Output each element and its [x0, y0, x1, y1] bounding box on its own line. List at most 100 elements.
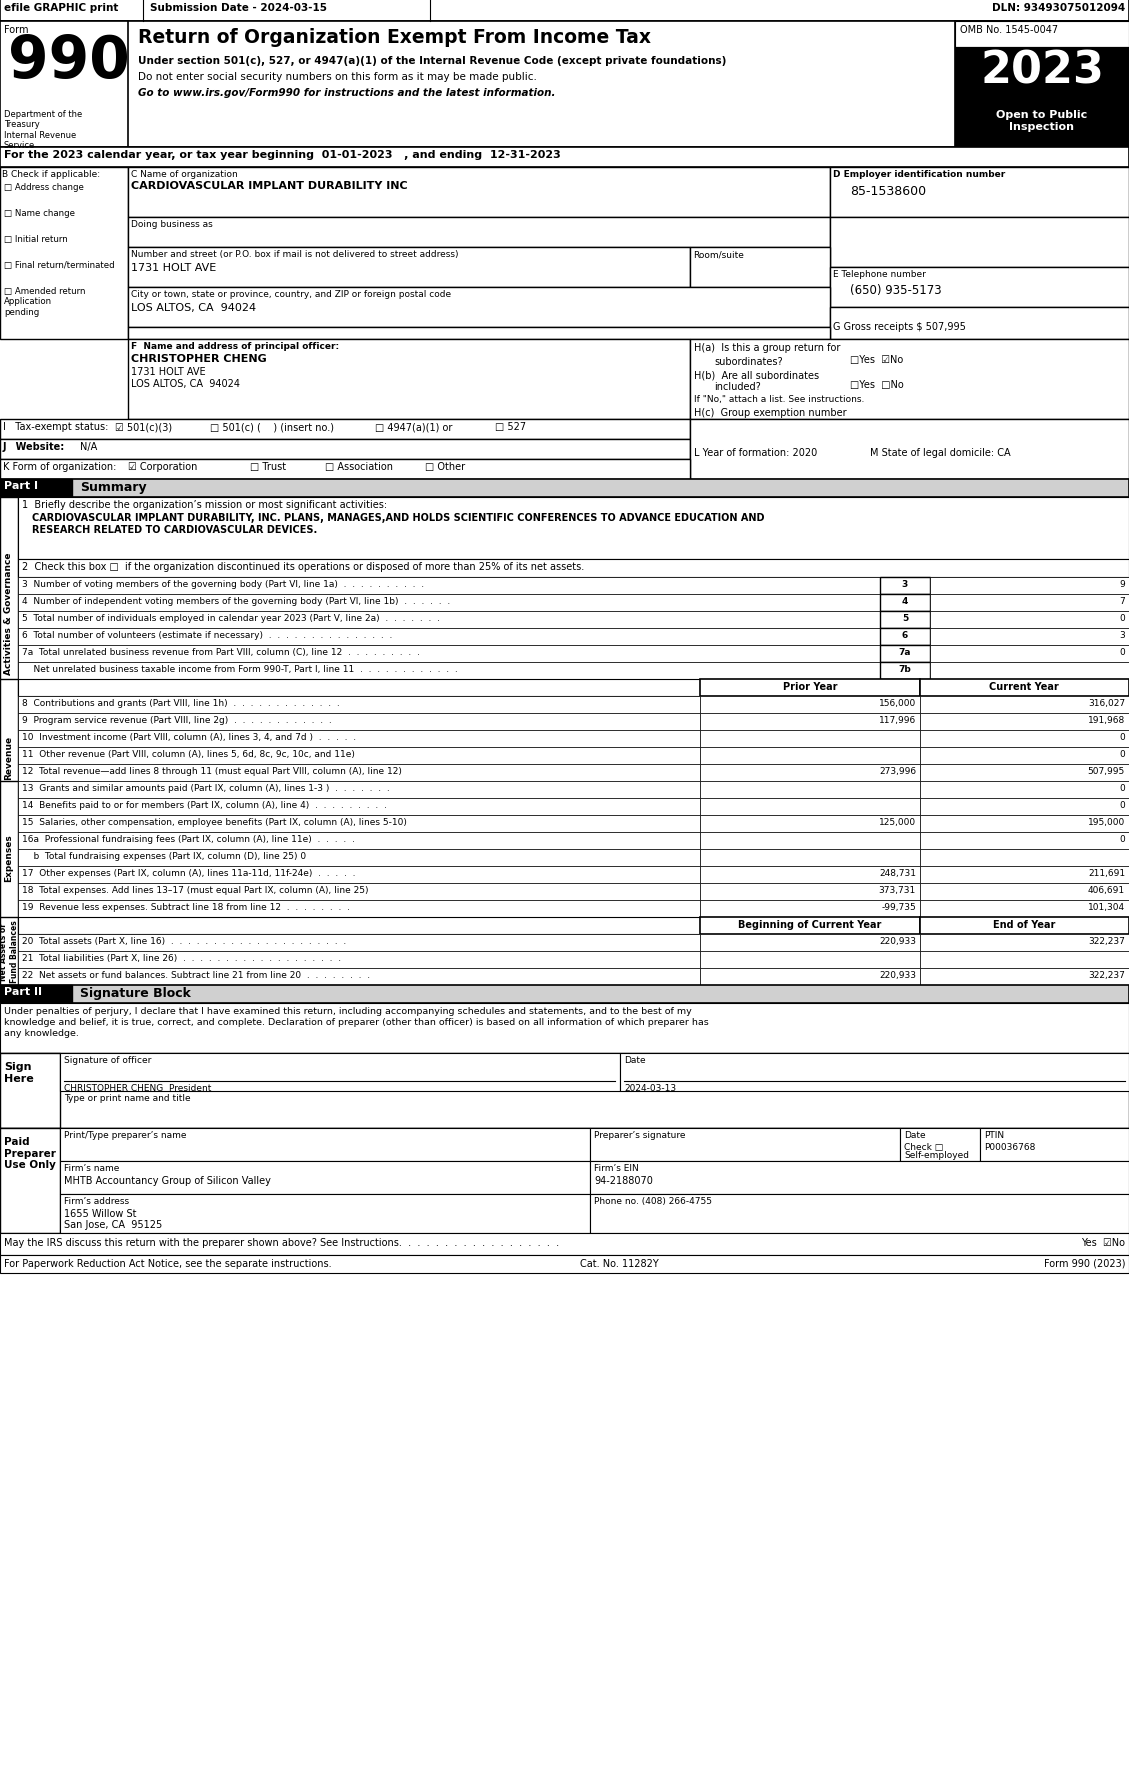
- Text: Phone no. (408) 266-4755: Phone no. (408) 266-4755: [594, 1196, 712, 1205]
- Bar: [920, 816, 1129, 832]
- Text: Firm’s address: Firm’s address: [64, 1196, 129, 1205]
- Bar: [700, 816, 920, 832]
- Bar: [0, 440, 690, 460]
- Bar: [18, 866, 700, 884]
- Text: Activities & Governance: Activities & Governance: [5, 552, 14, 675]
- Bar: [18, 731, 700, 748]
- Bar: [620, 1053, 1129, 1091]
- Text: 1  Briefly describe the organization’s mission or most significant activities:: 1 Briefly describe the organization’s mi…: [21, 499, 387, 510]
- Text: Submission Date - 2024-03-15: Submission Date - 2024-03-15: [150, 4, 327, 12]
- Text: 7b: 7b: [899, 665, 911, 674]
- Bar: [18, 934, 700, 952]
- Bar: [700, 952, 920, 968]
- Text: 117,996: 117,996: [878, 716, 916, 725]
- Text: 9: 9: [1119, 579, 1124, 588]
- Text: 4: 4: [902, 597, 908, 606]
- Text: 94-2188070: 94-2188070: [594, 1176, 653, 1185]
- Bar: [920, 713, 1129, 731]
- Text: 211,691: 211,691: [1088, 868, 1124, 877]
- Bar: [920, 866, 1129, 884]
- Bar: [879, 595, 930, 611]
- Bar: [18, 748, 700, 764]
- Bar: [0, 985, 72, 1003]
- Text: DLN: 93493075012094: DLN: 93493075012094: [991, 4, 1124, 12]
- Bar: [830, 308, 1129, 340]
- Text: 406,691: 406,691: [1088, 886, 1124, 895]
- Bar: [18, 663, 879, 679]
- Bar: [930, 629, 1129, 645]
- Text: For the 2023 calendar year, or tax year beginning  01-01-2023   , and ending  12: For the 2023 calendar year, or tax year …: [5, 150, 561, 160]
- Text: LOS ALTOS, CA  94024: LOS ALTOS, CA 94024: [131, 303, 256, 314]
- Bar: [18, 850, 700, 866]
- Text: For Paperwork Reduction Act Notice, see the separate instructions.: For Paperwork Reduction Act Notice, see …: [5, 1258, 332, 1269]
- Text: □ Association: □ Association: [325, 462, 393, 472]
- Text: 101,304: 101,304: [1088, 902, 1124, 911]
- Bar: [700, 748, 920, 764]
- Bar: [0, 1003, 1129, 1053]
- Bar: [18, 764, 700, 782]
- Text: 19  Revenue less expenses. Subtract line 18 from line 12  .  .  .  .  .  .  .  .: 19 Revenue less expenses. Subtract line …: [21, 902, 350, 911]
- Text: Room/suite: Room/suite: [693, 249, 744, 258]
- Text: 248,731: 248,731: [879, 868, 916, 877]
- Text: 2023: 2023: [980, 50, 1104, 93]
- Text: Doing business as: Doing business as: [131, 219, 212, 228]
- Bar: [60, 1053, 620, 1091]
- Text: Firm’s EIN: Firm’s EIN: [594, 1164, 639, 1173]
- Text: 191,968: 191,968: [1087, 716, 1124, 725]
- Text: 15  Salaries, other compensation, employee benefits (Part IX, column (A), lines : 15 Salaries, other compensation, employe…: [21, 818, 406, 827]
- Bar: [920, 697, 1129, 713]
- Text: Under penalties of perjury, I declare that I have examined this return, includin: Under penalties of perjury, I declare th…: [5, 1007, 692, 1016]
- Text: CHRISTOPHER CHENG  President: CHRISTOPHER CHENG President: [64, 1083, 211, 1092]
- Bar: [955, 48, 1129, 109]
- Bar: [0, 479, 72, 497]
- Text: 7a: 7a: [899, 647, 911, 656]
- Bar: [920, 832, 1129, 850]
- Bar: [0, 782, 18, 934]
- Text: CHRISTOPHER CHENG: CHRISTOPHER CHENG: [131, 355, 266, 364]
- Bar: [700, 679, 920, 697]
- Bar: [18, 782, 700, 798]
- Text: Cat. No. 11282Y: Cat. No. 11282Y: [580, 1258, 658, 1269]
- Text: K Form of organization:: K Form of organization:: [3, 462, 116, 472]
- Text: any knowledge.: any knowledge.: [5, 1028, 79, 1037]
- Text: End of Year: End of Year: [992, 920, 1056, 930]
- Bar: [0, 168, 128, 340]
- Text: San Jose, CA  95125: San Jose, CA 95125: [64, 1219, 163, 1230]
- Text: Current Year: Current Year: [989, 683, 1059, 691]
- Text: Expenses: Expenses: [5, 834, 14, 882]
- Text: 0: 0: [1119, 750, 1124, 759]
- Text: CARDIOVASCULAR IMPLANT DURABILITY, INC. PLANS, MANAGES,AND HOLDS SCIENTIFIC CONF: CARDIOVASCULAR IMPLANT DURABILITY, INC. …: [32, 513, 764, 535]
- Bar: [0, 21, 128, 148]
- Bar: [920, 748, 1129, 764]
- Text: Net Assets or
Fund Balances: Net Assets or Fund Balances: [0, 920, 19, 984]
- Text: P00036768: P00036768: [984, 1142, 1035, 1151]
- Text: 990: 990: [8, 34, 130, 89]
- Text: 20  Total assets (Part X, line 16)  .  .  .  .  .  .  .  .  .  .  .  .  .  .  . : 20 Total assets (Part X, line 16) . . . …: [21, 937, 347, 946]
- Bar: [690, 340, 1129, 421]
- Text: □ Amended return
Application
pending: □ Amended return Application pending: [5, 287, 86, 317]
- Text: 220,933: 220,933: [879, 937, 916, 946]
- Bar: [920, 884, 1129, 900]
- Text: 5: 5: [902, 613, 908, 622]
- Bar: [930, 577, 1129, 595]
- Text: 4  Number of independent voting members of the governing body (Part VI, line 1b): 4 Number of independent voting members o…: [21, 597, 450, 606]
- Text: 7: 7: [1119, 597, 1124, 606]
- Bar: [955, 109, 1129, 148]
- Bar: [0, 1053, 1129, 1128]
- Bar: [955, 21, 1129, 48]
- Bar: [830, 217, 1129, 267]
- Text: 12  Total revenue—add lines 8 through 11 (must equal Part VIII, column (A), line: 12 Total revenue—add lines 8 through 11 …: [21, 766, 402, 775]
- Bar: [60, 1162, 590, 1194]
- Bar: [0, 0, 1129, 21]
- Text: 18  Total expenses. Add lines 13–17 (must equal Part IX, column (A), line 25): 18 Total expenses. Add lines 13–17 (must…: [21, 886, 368, 895]
- Text: 0: 0: [1119, 732, 1124, 741]
- Text: Summary: Summary: [80, 481, 147, 494]
- Text: 1655 Willow St: 1655 Willow St: [64, 1208, 137, 1219]
- Bar: [0, 985, 1129, 1003]
- Text: □Yes  ☑No: □Yes ☑No: [850, 355, 903, 365]
- Text: 0: 0: [1119, 784, 1124, 793]
- Text: Print/Type preparer’s name: Print/Type preparer’s name: [64, 1130, 186, 1139]
- Bar: [700, 697, 920, 713]
- Bar: [920, 968, 1129, 985]
- Bar: [590, 1162, 1129, 1194]
